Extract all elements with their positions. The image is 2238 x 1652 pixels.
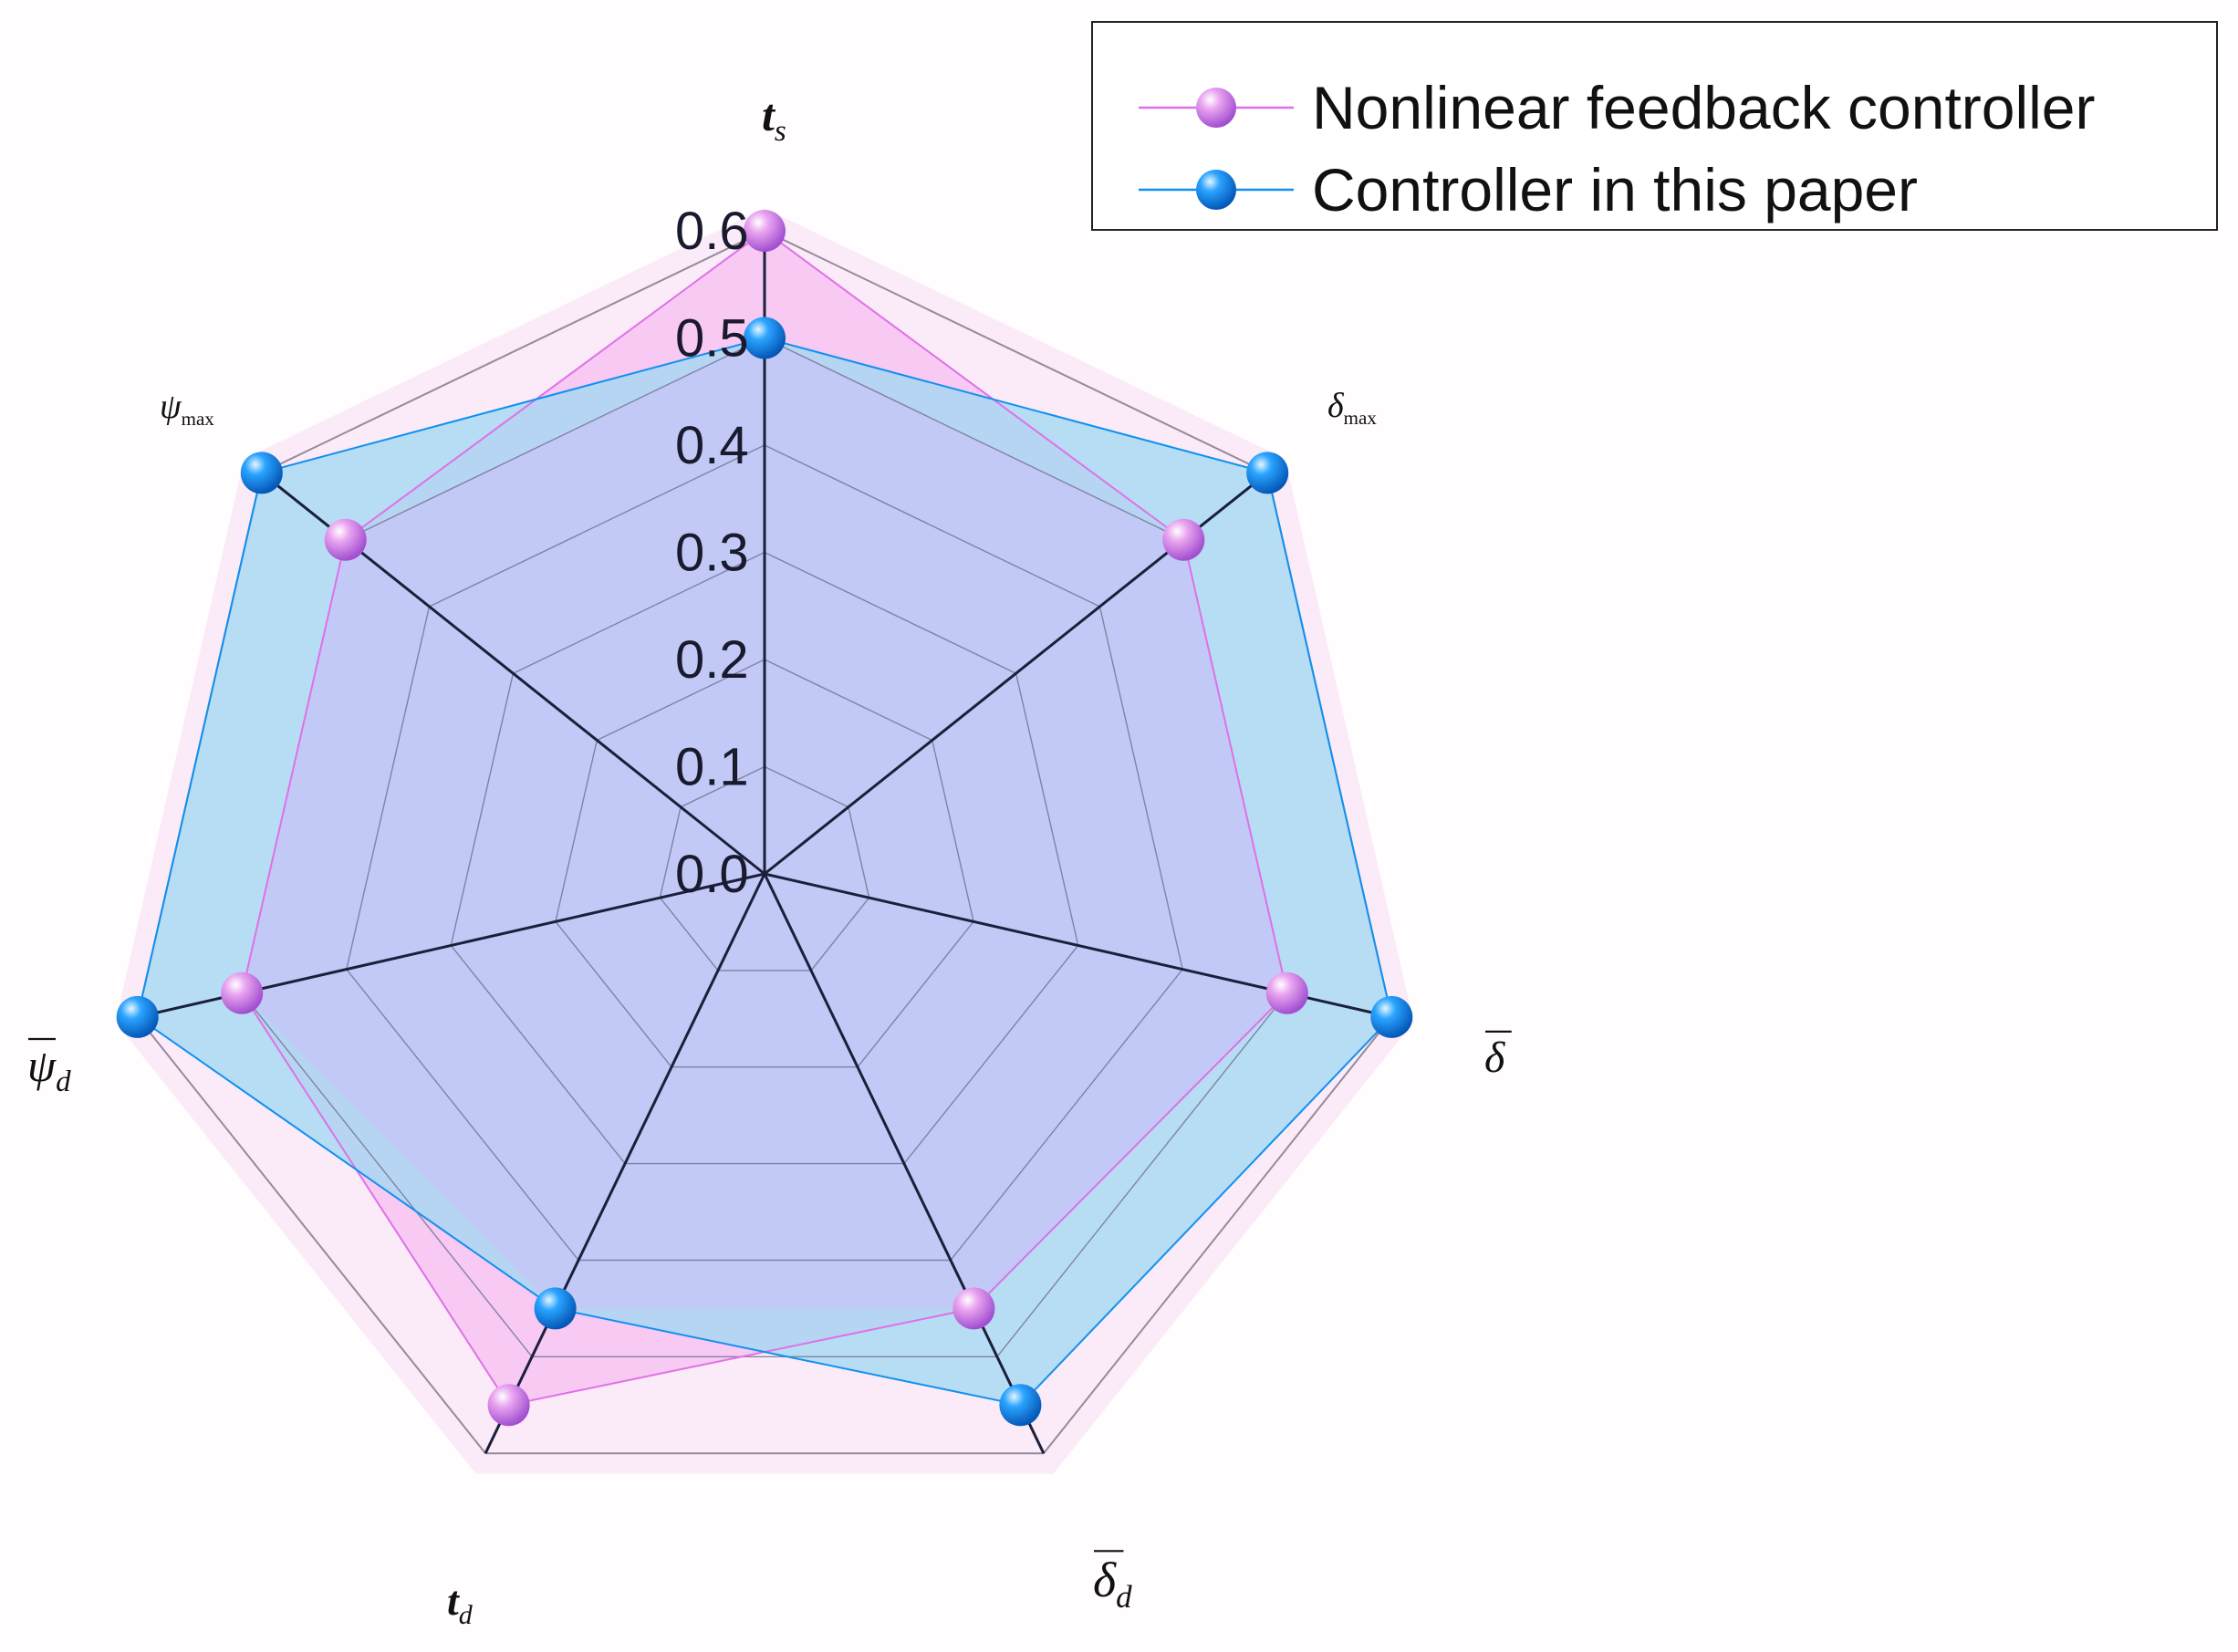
axis-label-2: δ [1484,1034,1505,1082]
series-line-0 [241,229,1288,1407]
marker-s0-p6 [324,518,367,561]
axis-label-0: ts [762,89,786,148]
series-markers [116,210,1413,1427]
tick-label-6: 0.6 [675,202,749,261]
marker-s0-p3 [952,1287,995,1330]
tick-label-1: 0.1 [675,738,749,797]
axis-spoke-4 [484,873,766,1454]
legend: Nonlinear feedback controller Controller… [1091,21,2218,231]
grid-ring-3 [450,551,1079,1165]
marker-s1-p4 [534,1287,577,1330]
tick-label-3: 0.3 [675,524,749,583]
axis-label-4: td [447,1577,474,1630]
marker-s0-p1 [1162,518,1205,561]
legend-label-nonlinear: Nonlinear feedback controller [1312,74,2095,141]
tick-label-0: 0.0 [675,845,749,904]
marker-s0-p5 [221,971,264,1014]
tick-label-4: 0.4 [675,416,749,475]
series-lines [136,229,1393,1407]
marker-s1-p1 [1246,452,1289,494]
axis-label-6: ψmax [160,388,214,430]
marker-s0-p4 [487,1384,530,1427]
axis-label-5: ψd [27,1040,71,1098]
axis-label-1: δmax [1327,387,1377,429]
marker-s1-p0 [744,317,786,359]
marker-s1-p3 [999,1384,1042,1427]
tick-label-2: 0.2 [675,630,749,690]
legend-box [1091,21,2218,231]
marker-s1-p2 [1370,995,1413,1038]
grid-ring-2 [555,659,974,1068]
tick-label-5: 0.5 [675,309,749,369]
axis-labels: ts δmax δ δd td ψd ψmax [27,89,1512,1630]
legend-marker-proposed [1196,170,1236,210]
tick-labels: 0.0 0.1 0.2 0.3 0.4 0.5 0.6 [675,202,749,904]
legend-marker-nonlinear [1196,88,1236,128]
grid-ring-1 [659,765,870,971]
legend-label-proposed: Controller in this paper [1312,156,1918,223]
marker-s0-p0 [744,210,786,252]
grid-ring-4 [346,444,1183,1262]
series-line-1 [136,337,1393,1407]
marker-s1-p5 [116,995,159,1038]
axis-label-3: δd [1093,1553,1132,1615]
marker-s0-p2 [1265,971,1308,1014]
marker-s1-p6 [240,452,283,494]
axis-spoke-3 [763,873,1046,1454]
